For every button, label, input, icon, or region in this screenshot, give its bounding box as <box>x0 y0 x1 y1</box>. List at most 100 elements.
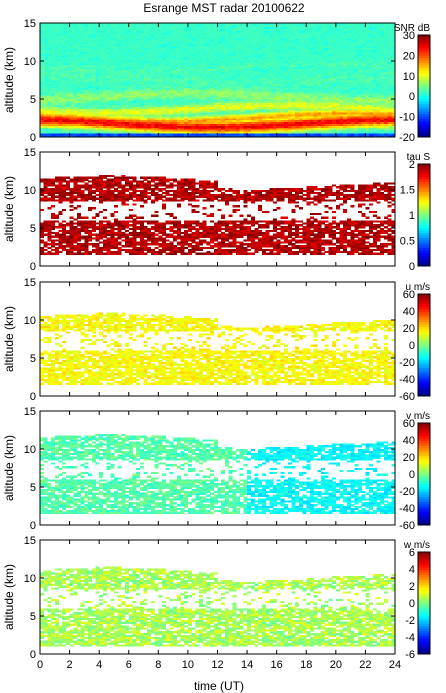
heat-cell <box>162 47 167 50</box>
heat-cell <box>143 116 148 119</box>
heat-cell <box>210 36 215 39</box>
heat-cell <box>302 42 307 45</box>
heat-cell <box>147 61 152 64</box>
heat-cell <box>328 36 333 39</box>
heat-cell <box>228 45 233 48</box>
heat-cell <box>47 104 52 107</box>
heat-cell <box>102 55 107 58</box>
heat-cell <box>62 55 67 58</box>
heat-cell <box>250 47 255 50</box>
heat-cell <box>243 53 248 56</box>
heat-cell <box>250 89 255 92</box>
heat-cell <box>139 114 144 117</box>
heat-cell <box>65 23 70 26</box>
heat-cell <box>54 43 59 47</box>
heat-cell <box>80 72 85 75</box>
heat-cell <box>335 110 340 113</box>
heat-cell <box>154 106 159 109</box>
heat-cell <box>199 129 204 132</box>
heat-cell <box>195 104 200 107</box>
heat-cell <box>169 66 174 69</box>
heat-cell <box>339 24 344 28</box>
heat-cell <box>195 118 200 121</box>
heat-cell <box>324 108 329 111</box>
heat-cell <box>113 85 118 88</box>
heat-cell <box>332 53 337 56</box>
heat-cell <box>210 61 215 64</box>
heat-cell <box>335 61 340 64</box>
heat-cell <box>47 34 52 37</box>
heat-cell <box>232 112 237 115</box>
heat-cell <box>80 80 85 83</box>
heat-cell <box>162 87 167 90</box>
heat-cell <box>328 85 333 88</box>
heat-cell <box>328 47 333 50</box>
heat-cell <box>58 64 63 67</box>
heat-cell <box>132 78 137 81</box>
heat-cell <box>158 62 163 66</box>
heat-cell <box>272 36 277 39</box>
heat-cell <box>224 95 229 98</box>
heat-cell <box>91 116 96 119</box>
heat-cell <box>306 83 311 86</box>
heat-cell <box>91 40 96 43</box>
heat-cell <box>206 85 211 88</box>
heat-cell <box>169 135 174 138</box>
heat-cell <box>291 100 296 104</box>
heat-cell <box>191 133 196 136</box>
heat-cell <box>121 68 126 71</box>
heat-cell <box>324 26 329 29</box>
heat-cell <box>328 83 333 86</box>
heat-cell <box>321 116 326 119</box>
heat-cell <box>139 47 144 50</box>
heat-cell <box>317 135 322 138</box>
heat-cell <box>335 66 340 69</box>
heat-cell <box>84 131 89 134</box>
heat-cell <box>84 49 89 52</box>
heat-cell <box>199 49 204 52</box>
heat-cell <box>40 99 44 102</box>
heat-cell <box>213 102 218 105</box>
heat-cell <box>276 119 281 123</box>
heat-cell <box>95 100 100 104</box>
heat-cell <box>335 99 340 102</box>
heat-cell <box>309 26 314 29</box>
heat-cell <box>54 91 59 94</box>
heat-cell <box>235 104 240 107</box>
heat-cell <box>128 55 133 58</box>
heat-cell <box>150 32 155 35</box>
heat-cell <box>250 78 255 81</box>
heat-cell <box>180 68 185 71</box>
heat-cell <box>324 36 329 39</box>
heat-cell <box>276 114 281 117</box>
heat-cell <box>302 70 307 73</box>
heat-cell <box>132 66 137 69</box>
heat-cell <box>65 102 70 105</box>
heat-cell <box>176 53 181 56</box>
heat-cell <box>113 49 118 52</box>
heat-cell <box>343 81 348 85</box>
heat-cell <box>228 68 233 71</box>
heat-cell <box>321 53 326 56</box>
heat-cell <box>158 112 163 115</box>
heat-cell <box>136 114 141 117</box>
heat-cell <box>317 100 322 104</box>
heat-cell <box>139 85 144 88</box>
heat-cell <box>165 53 170 56</box>
heat-cell <box>73 42 78 45</box>
heat-cell <box>195 32 200 35</box>
heat-cell <box>339 91 344 94</box>
heat-cell <box>335 57 340 60</box>
heat-cell <box>232 102 237 105</box>
heat-cell <box>313 91 318 94</box>
heat-cell <box>313 129 318 132</box>
heat-cell <box>317 104 322 107</box>
heat-cell <box>69 100 74 104</box>
heat-cell <box>324 64 329 67</box>
heat-cell <box>258 68 263 71</box>
heat-cell <box>162 93 167 96</box>
heat-cell <box>287 68 292 71</box>
heat-cell <box>139 93 144 96</box>
heat-cell <box>91 99 96 102</box>
heat-cell <box>306 129 311 132</box>
